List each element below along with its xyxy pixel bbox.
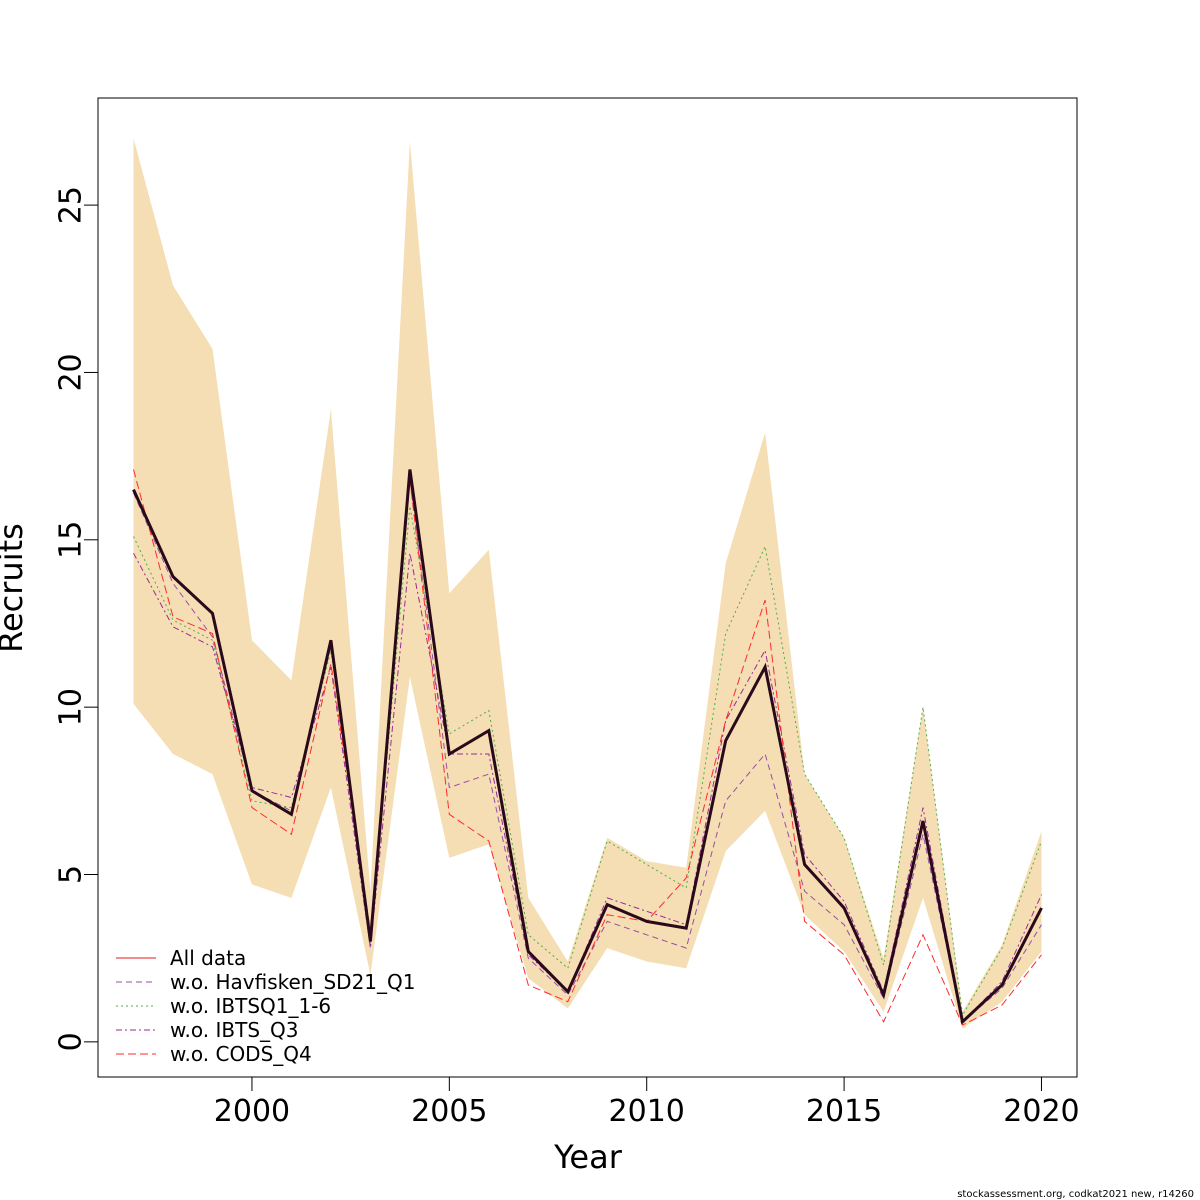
x-axis: 2000 2005 2010 2015 2020 xyxy=(214,1076,1080,1129)
x-tick-label: 2000 xyxy=(214,1094,290,1129)
main-line-layer xyxy=(132,469,1043,1025)
legend-label-2: w.o. IBTSQ1_1-6 xyxy=(170,994,331,1018)
y-tick-label: 25 xyxy=(54,186,89,224)
y-tick-label: 20 xyxy=(54,353,89,391)
y-tick-label: 10 xyxy=(54,688,89,726)
legend-label-0: All data xyxy=(170,946,246,970)
legend-label-4: w.o. CODS_Q4 xyxy=(170,1042,312,1066)
x-tick-label: 2020 xyxy=(1003,1094,1079,1129)
x-tick-label: 2010 xyxy=(609,1094,685,1129)
series-line-2 xyxy=(133,506,1042,1017)
footer-credit: stockassessment.org, codkat2021 new, r14… xyxy=(957,1189,1194,1200)
main-estimate-line xyxy=(132,469,1043,1025)
confidence-band xyxy=(133,138,1042,1029)
y-axis-title: Recruits xyxy=(0,523,30,653)
legend-label-1: w.o. Havfisken_SD21_Q1 xyxy=(170,970,416,994)
x-tick-label: 2015 xyxy=(806,1094,882,1129)
series-line-4 xyxy=(133,469,1042,1026)
legend-label-3: w.o. IBTS_Q3 xyxy=(170,1018,298,1042)
y-axis: 0 5 10 15 20 25 xyxy=(54,186,99,1051)
x-tick-label: 2005 xyxy=(411,1094,487,1129)
y-tick-label: 15 xyxy=(54,521,89,559)
x-axis-title: Year xyxy=(553,1138,623,1176)
confidence-band-layer xyxy=(133,138,1042,1029)
y-tick-label: 5 xyxy=(54,865,89,884)
y-tick-label: 0 xyxy=(54,1032,89,1051)
